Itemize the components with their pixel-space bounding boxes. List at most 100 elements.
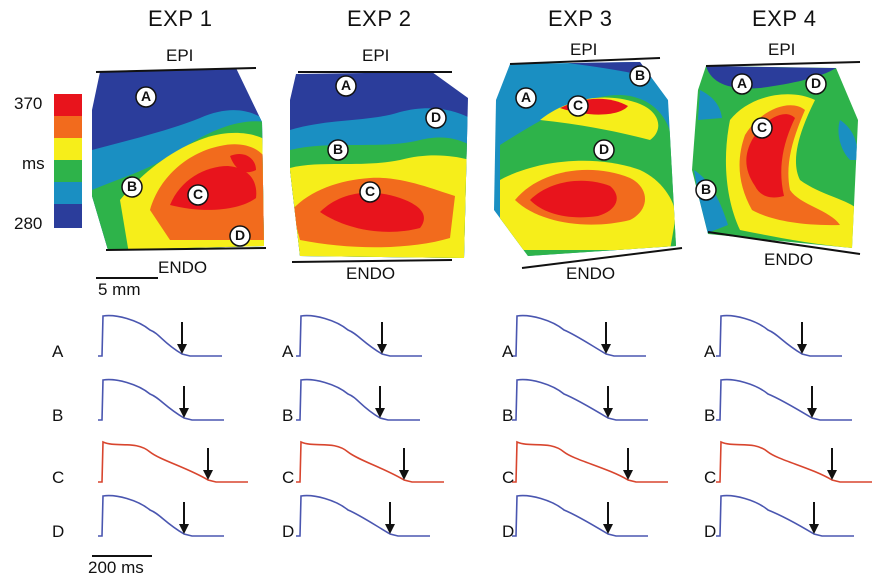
marker-circle-1-d (229, 225, 251, 247)
endo-label-2: ENDO (346, 264, 396, 283)
trace-exp3-d (512, 494, 648, 537)
marker-circle-1-a (135, 86, 157, 108)
row-label-exp2-b: B (282, 406, 294, 425)
row-label-exp3-c: C (502, 468, 515, 487)
trace-exp2-b (296, 378, 420, 421)
marker-circle-1-c (187, 184, 209, 206)
row-label-exp1-a: A (52, 342, 64, 361)
map-exp3 (494, 62, 676, 256)
arrow-head-exp3-a (601, 344, 611, 354)
arrow-head-exp3-c (623, 470, 633, 480)
epi-label-2: EPI (362, 46, 390, 65)
marker-label-exp2-a: A (340, 77, 352, 93)
row-label-exp1-d: D (52, 522, 65, 541)
colorbar-unit-label: ms (22, 154, 45, 173)
epi-line-1 (95, 67, 257, 73)
colorbar-seg-5 (54, 204, 82, 228)
endo-line-1 (105, 247, 267, 251)
trace-exp2-c (296, 440, 444, 483)
colorbar-seg-4 (54, 182, 82, 204)
row-label-exp2-d: D (282, 522, 295, 541)
row-label-exp4-c: C (704, 468, 717, 487)
trace-exp1-a (98, 314, 222, 357)
arrow-head-exp2-a (377, 344, 387, 354)
trace-exp2-a (296, 314, 422, 357)
marker-label-exp1-d: D (234, 227, 246, 243)
arrow-head-exp1-d (179, 524, 189, 534)
row-label-exp4-b: B (704, 406, 716, 425)
marker-circle-3-b (629, 65, 651, 87)
epi-line-3 (509, 57, 661, 65)
endo-line-3 (521, 247, 683, 269)
trace-exp4-a (716, 314, 842, 357)
arrow-head-exp1-c (203, 470, 213, 480)
row-label-exp3-b: B (502, 406, 514, 425)
marker-label-exp3-a: A (520, 89, 532, 105)
map-scale-label: 5 mm (98, 280, 141, 299)
marker-circles (121, 65, 827, 247)
arrow-head-exp2-d (385, 524, 395, 534)
row-label-exp3-d: D (502, 522, 515, 541)
marker-label-exp4-b: B (700, 181, 712, 197)
marker-label-exp4-d: D (810, 75, 822, 91)
marker-label-exp1-b: B (126, 178, 138, 194)
arrow-head-exp4-d (809, 524, 819, 534)
row-label-exp1-c: C (52, 468, 65, 487)
colorbar (54, 94, 82, 228)
exp4-title: EXP 4 (752, 6, 817, 31)
endo-label-4: ENDO (764, 250, 814, 269)
marker-label-exp1-c: C (192, 186, 204, 202)
map-exp1 (92, 68, 264, 250)
epi-label-4: EPI (768, 40, 796, 59)
marker-circle-2-d (425, 107, 447, 129)
arrow-head-exp3-d (603, 524, 613, 534)
marker-circle-3-c (567, 95, 589, 117)
marker-circle-1-b (121, 176, 143, 198)
endo-label-3: ENDO (566, 264, 616, 283)
marker-circle-2-a (335, 75, 357, 97)
arrow-head-exp4-b (807, 408, 817, 418)
marker-circle-4-b (695, 179, 717, 201)
arrow-head-exp4-c (827, 470, 837, 480)
map-exp2 (290, 72, 468, 258)
map-exp4 (692, 66, 858, 248)
row-label-exp3-a: A (502, 342, 514, 361)
trace-exp3-c (512, 440, 668, 483)
marker-label-exp1-a: A (140, 88, 152, 104)
exp3-title: EXP 3 (548, 6, 613, 31)
arrow-head-exp2-c (399, 470, 409, 480)
endo-label-1: ENDO (158, 258, 208, 277)
trace-exp4-c (716, 440, 872, 483)
marker-circle-2-c (359, 181, 381, 203)
row-label-exp1-b: B (52, 406, 64, 425)
colorbar-max-label: 370 (14, 94, 43, 113)
exp2-title: EXP 2 (347, 6, 412, 31)
row-label-exp2-a: A (282, 342, 294, 361)
epi-line-4 (705, 61, 861, 67)
marker-label-exp2-b: B (332, 141, 344, 157)
colorbar-min-label: 280 (14, 214, 43, 233)
arrow-head-exp1-b (179, 408, 189, 418)
marker-label-exp2-d: D (430, 109, 442, 125)
marker-label-exp3-c: C (572, 97, 584, 113)
marker-label-exp2-c: C (364, 183, 376, 199)
trace-exp4-d (716, 494, 854, 537)
colorbar-seg-0 (54, 94, 82, 116)
epi-label-1: EPI (166, 46, 194, 65)
trace-exp2-d (296, 494, 430, 537)
arrow-head-exp1-a (177, 344, 187, 354)
marker-circle-4-c (751, 117, 773, 139)
trace-exp1-c (98, 440, 248, 483)
row-label-exp2-c: C (282, 468, 295, 487)
arrow-head-exp4-a (797, 344, 807, 354)
marker-circle-4-a (731, 73, 753, 95)
colorbar-seg-1 (54, 116, 82, 138)
colorbar-seg-3 (54, 160, 82, 182)
trace-exp3-a (512, 314, 646, 357)
arrow-head-exp3-b (603, 408, 613, 418)
trace-exp4-b (716, 378, 852, 421)
marker-circle-3-a (515, 87, 537, 109)
endo-line-4 (707, 231, 861, 255)
row-label-exp4-d: D (704, 522, 717, 541)
